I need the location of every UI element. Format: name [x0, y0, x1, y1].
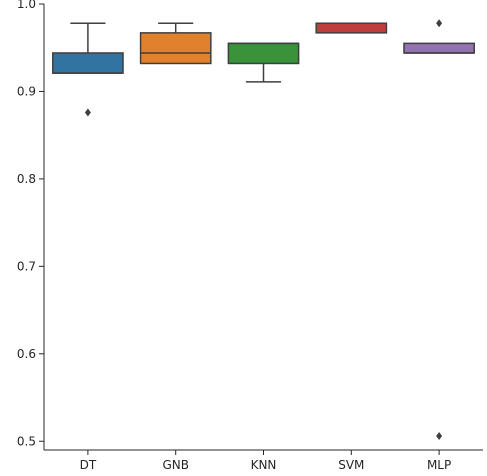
x-tick-label: MLP — [427, 458, 451, 472]
box-dt — [52, 22, 124, 117]
box-mlp — [403, 19, 475, 441]
outlier-point — [436, 19, 443, 28]
y-tick-label: 0.8 — [17, 172, 36, 186]
x-axis: DT GNB KNN SVM MLP — [44, 449, 483, 472]
box-svm — [315, 22, 388, 34]
outlier-point — [436, 432, 443, 441]
boxes — [52, 19, 475, 441]
box-body — [315, 22, 388, 34]
box-body — [139, 32, 212, 65]
box-body — [403, 42, 475, 54]
x-tick-label: GNB — [162, 458, 189, 472]
box-body — [227, 42, 300, 65]
outlier-point — [84, 108, 91, 117]
y-tick-label: 1.0 — [17, 0, 36, 11]
y-tick-label: 0.6 — [17, 347, 36, 361]
y-axis: 0.5 0.6 0.7 0.8 0.9 1.0 — [17, 0, 45, 450]
x-tick-label: DT — [80, 458, 97, 472]
box-knn — [227, 42, 300, 83]
y-tick-label: 0.5 — [17, 434, 36, 448]
box-gnb — [139, 22, 212, 65]
box-body — [52, 52, 124, 74]
x-tick-label: SVM — [338, 458, 364, 472]
y-tick-label: 0.9 — [17, 84, 36, 98]
y-tick-label: 0.7 — [17, 259, 36, 273]
x-tick-label: KNN — [251, 458, 277, 472]
